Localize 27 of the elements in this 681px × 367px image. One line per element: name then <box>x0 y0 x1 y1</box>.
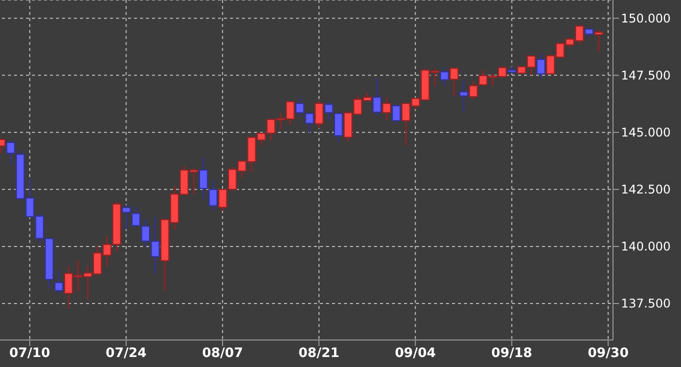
x-tick-label: 08/07 <box>202 346 244 362</box>
y-tick-label: 140.000 <box>621 240 671 254</box>
candlestick <box>54 269 64 294</box>
x-tick-label: 07/24 <box>106 346 147 362</box>
candlestick <box>459 80 468 112</box>
x-tick-label: 07/10 <box>9 346 50 362</box>
candlestick <box>392 103 401 125</box>
candlestick <box>594 29 604 52</box>
x-tick-label: 09/30 <box>588 346 629 362</box>
y-tick-label: 150.000 <box>621 12 671 26</box>
candlestick <box>198 156 208 200</box>
candlestick <box>584 26 594 38</box>
y-tick-label: 142.500 <box>621 182 671 197</box>
x-tick-label: 09/04 <box>394 346 436 362</box>
x-tick-label: 09/18 <box>491 346 532 362</box>
candlestick <box>536 52 546 80</box>
candlestick <box>372 76 382 118</box>
candlestick <box>450 67 459 97</box>
candlestick <box>314 100 324 129</box>
y-tick-label: 137.500 <box>621 296 671 311</box>
x-tick-label: 08/21 <box>298 346 340 362</box>
y-tick-label: 147.500 <box>621 68 671 83</box>
candlestick <box>208 179 218 212</box>
candlestick <box>382 96 392 121</box>
candlestick <box>122 204 131 230</box>
y-tick-label: 145.000 <box>621 126 671 140</box>
candlestick <box>440 66 450 87</box>
